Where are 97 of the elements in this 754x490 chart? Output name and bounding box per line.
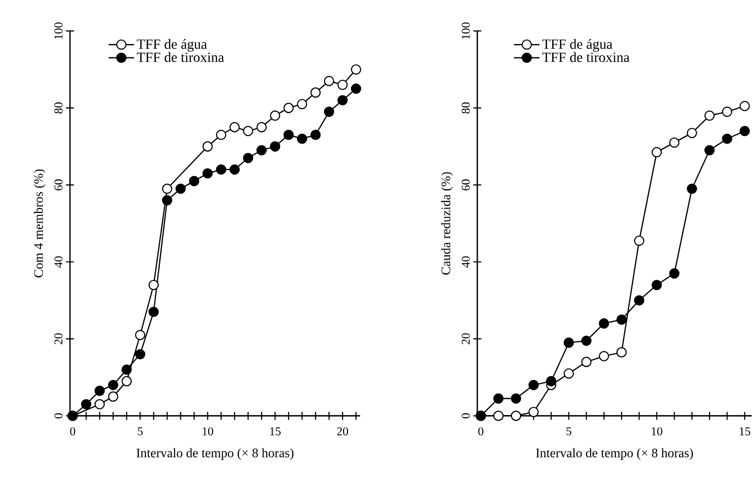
point xyxy=(283,130,294,140)
point xyxy=(310,130,321,140)
point xyxy=(350,84,362,94)
y-tick-label: 20 xyxy=(462,333,470,344)
x-tick-label: 15 xyxy=(270,427,281,436)
point xyxy=(202,141,213,152)
point xyxy=(581,336,592,346)
y-axis-title: Com 4 membros (%) xyxy=(34,170,46,278)
point xyxy=(669,268,680,279)
point xyxy=(581,356,592,368)
point xyxy=(242,126,254,136)
y-tick-label: 40 xyxy=(462,256,470,268)
y-tick-label: 100 xyxy=(462,22,470,40)
legend-label: TFF de tiroxina xyxy=(542,52,630,62)
point xyxy=(634,295,644,306)
point xyxy=(493,393,504,404)
x-tick-label: 15 xyxy=(740,427,750,436)
point xyxy=(686,128,698,138)
point xyxy=(296,134,308,144)
point xyxy=(148,306,159,318)
y-tick-label: 0 xyxy=(462,413,470,418)
point xyxy=(229,164,240,175)
point xyxy=(148,280,159,290)
y-tick-label: 80 xyxy=(462,102,470,114)
point xyxy=(108,380,118,390)
legend-label: TFF de água xyxy=(542,39,612,52)
point xyxy=(283,102,294,114)
y-tick-label: 0 xyxy=(54,413,62,418)
point xyxy=(122,364,132,375)
x-tick-label: 5 xyxy=(566,427,572,436)
point xyxy=(564,338,574,348)
point xyxy=(135,330,146,340)
point xyxy=(634,236,644,246)
point xyxy=(216,130,226,140)
x-tick-label: 10 xyxy=(202,427,214,436)
point xyxy=(564,368,574,379)
point xyxy=(598,351,610,362)
y-tick-label: 40 xyxy=(54,256,62,268)
point xyxy=(324,76,334,86)
point xyxy=(175,184,186,194)
x-axis-title: Intervalo de tempo (× 8 horas) xyxy=(136,448,294,460)
point xyxy=(350,64,362,75)
point xyxy=(740,100,750,112)
legend-label: TFF de água xyxy=(136,39,207,52)
x-axis-title: Intervalo de tempo (× 8 horas) xyxy=(536,448,693,460)
point xyxy=(162,184,172,194)
point xyxy=(528,380,539,390)
point xyxy=(94,399,105,410)
y-tick-label: 60 xyxy=(462,180,470,190)
legend-label: TFF de tiroxina xyxy=(136,52,224,62)
point xyxy=(270,141,280,152)
point xyxy=(704,145,715,156)
point xyxy=(493,410,504,422)
point xyxy=(256,122,267,132)
point xyxy=(202,168,213,179)
point xyxy=(722,134,732,144)
y-tick-label: 100 xyxy=(54,22,62,40)
point xyxy=(162,195,172,206)
point xyxy=(337,80,348,90)
point xyxy=(740,126,750,136)
point xyxy=(704,110,715,121)
point xyxy=(616,314,627,325)
point xyxy=(686,184,698,194)
point xyxy=(528,406,539,418)
point xyxy=(94,386,105,396)
point xyxy=(598,318,610,329)
point xyxy=(270,110,280,121)
point xyxy=(722,106,732,118)
point xyxy=(256,145,267,156)
point xyxy=(616,347,627,358)
point xyxy=(188,176,200,186)
point xyxy=(310,88,321,98)
point xyxy=(510,410,522,422)
point xyxy=(337,95,348,106)
point xyxy=(242,152,254,164)
y-tick-label: 60 xyxy=(54,180,62,190)
y-axis-title: Cauda reduzida (%) xyxy=(441,172,453,275)
point xyxy=(122,376,132,386)
point xyxy=(510,393,522,404)
x-tick-label: 0 xyxy=(478,427,484,436)
x-tick-label: 20 xyxy=(337,427,348,436)
x-tick-label: 10 xyxy=(652,427,662,436)
x-tick-label: 0 xyxy=(70,427,76,436)
point xyxy=(652,147,662,158)
y-tick-label: 20 xyxy=(54,333,62,344)
point xyxy=(229,122,240,132)
point xyxy=(135,349,146,360)
point xyxy=(216,164,226,175)
point xyxy=(324,106,334,118)
point xyxy=(296,99,308,110)
point xyxy=(108,392,118,402)
point xyxy=(669,138,680,148)
point xyxy=(652,280,662,290)
point xyxy=(546,376,556,386)
point xyxy=(81,399,92,410)
y-tick-label: 80 xyxy=(54,102,62,114)
x-tick-label: 5 xyxy=(138,427,143,436)
